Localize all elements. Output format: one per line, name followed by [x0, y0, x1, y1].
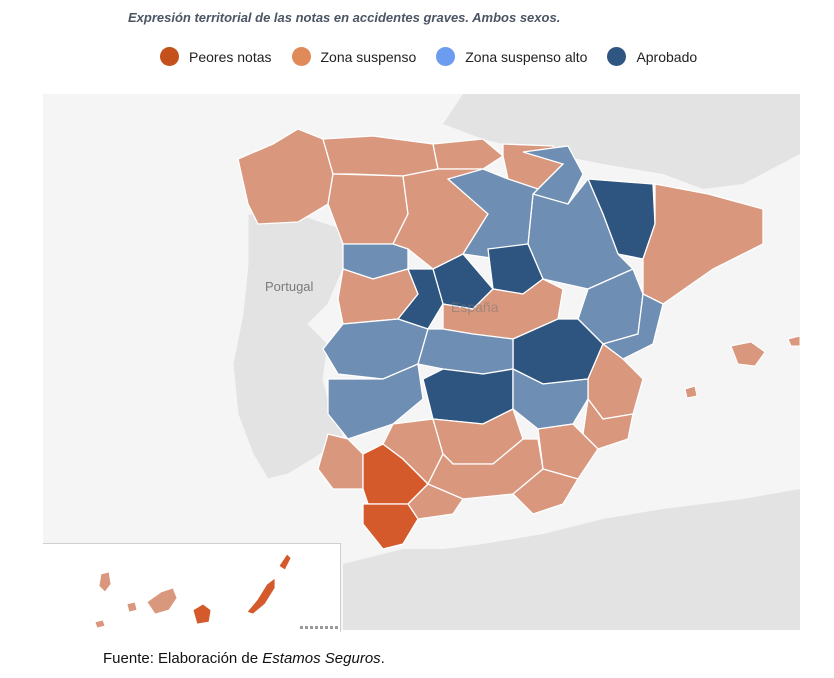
canary-islands-svg	[94, 553, 292, 629]
legend-label-peores-notas: Peores notas	[189, 48, 272, 65]
legend-label-zona-suspenso: Zona suspenso	[320, 48, 417, 65]
north-africa-land	[343, 489, 800, 630]
island-tenerife[interactable]	[146, 587, 178, 615]
region-leon-north[interactable]	[327, 173, 409, 245]
legend-swatch-zona-suspenso-alto	[436, 47, 456, 66]
island-lanzarote[interactable]	[278, 553, 292, 571]
region-asturias[interactable]	[322, 135, 439, 177]
legend-item-peores-notas[interactable]: Peores notas	[160, 47, 272, 66]
legend-swatch-aprobado	[607, 47, 627, 66]
source-prefix: Fuente: Elaboración de	[103, 650, 259, 667]
legend-swatch-zona-suspenso	[291, 47, 311, 66]
island-la-palma[interactable]	[98, 571, 112, 593]
region-badajoz[interactable]	[327, 363, 424, 440]
inset-scale-bar	[300, 626, 338, 629]
legend-item-zona-suspenso[interactable]: Zona suspenso	[291, 47, 417, 66]
region-albacete[interactable]	[512, 367, 589, 430]
region-cadiz[interactable]	[362, 503, 419, 550]
france-land	[443, 94, 800, 189]
island-la-gomera[interactable]	[126, 601, 138, 613]
balearic-islands	[684, 335, 800, 399]
source-note: Fuente: Elaboración de Estamos Seguros.	[103, 650, 385, 667]
island-fuerteventura[interactable]	[246, 577, 276, 615]
island-gran-canaria[interactable]	[192, 603, 212, 625]
region-cantabria[interactable]	[432, 138, 505, 170]
island-el-hierro[interactable]	[94, 619, 106, 629]
spain-regions	[237, 128, 764, 550]
region-palencia-block[interactable]	[446, 168, 540, 260]
legend-item-zona-suspenso-alto[interactable]: Zona suspenso alto	[436, 47, 587, 66]
legend: Peores notas Zona suspenso Zona suspenso…	[160, 47, 697, 66]
region-galicia[interactable]	[237, 128, 334, 225]
spain-label: España	[451, 299, 499, 315]
map-svg	[232, 94, 800, 630]
map-title: Expresión territorial de las notas en ac…	[128, 10, 561, 25]
canary-islands-inset[interactable]	[43, 543, 341, 632]
legend-label-zona-suspenso-alto: Zona suspenso alto	[465, 48, 588, 65]
legend-item-aprobado[interactable]: Aprobado	[607, 47, 697, 66]
source-suffix: .	[380, 650, 385, 667]
region-almeria[interactable]	[512, 468, 579, 515]
portugal-label: Portugal	[265, 279, 314, 294]
region-catalunya[interactable]	[642, 183, 764, 305]
source-name: Estamos Seguros	[262, 650, 381, 667]
legend-swatch-peores-notas	[160, 47, 179, 66]
legend-label-aprobado: Aprobado	[636, 48, 698, 65]
map-canvas[interactable]: Portugal España	[43, 94, 800, 630]
